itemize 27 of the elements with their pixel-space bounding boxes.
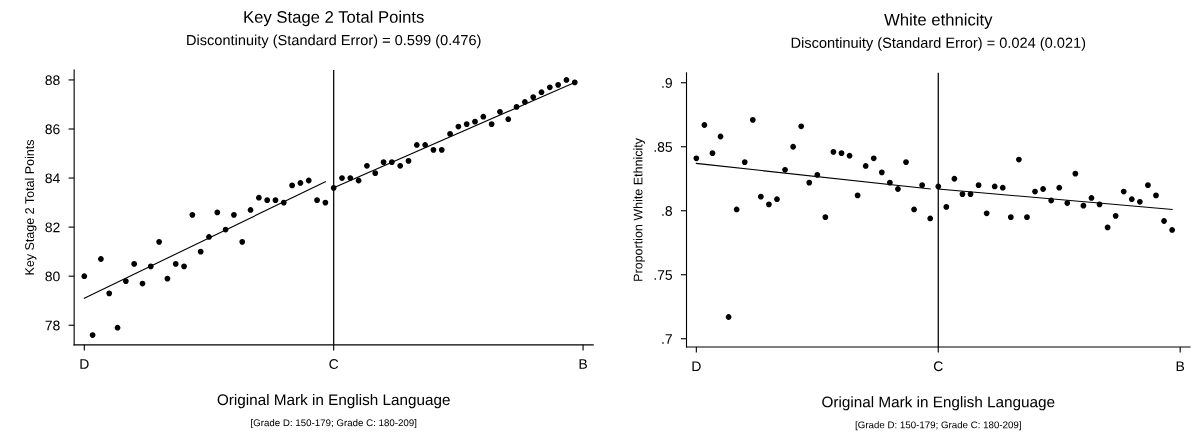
text: [Grade D: 150-179; Grade C: 180-209]	[251, 419, 417, 429]
x-tick-label: C	[329, 359, 339, 369]
y-tick-label: .7	[662, 334, 672, 344]
y-tick-label: 82	[45, 222, 60, 233]
y-axis-title: Proportion White Ethnicity	[633, 138, 645, 281]
chart-subtitle: Discontinuity (Standard Error) = 0.599 (0.476)	[187, 34, 481, 49]
y-tick-label: .85	[654, 142, 673, 152]
y-tick-label: .9	[662, 78, 672, 88]
text: [Grade D: 150-179; Grade C: 180-209]	[855, 421, 1021, 431]
y-axis-title: Key Stage 2 Total Points	[24, 139, 37, 275]
y-tick-label: 84	[45, 173, 60, 184]
y-tick-label: .8	[662, 206, 673, 216]
chart-title: Key Stage 2 Total Points	[244, 10, 424, 27]
x-tick-label: B	[579, 359, 587, 369]
x-tick-label: D	[80, 359, 89, 369]
y-tick-label: 88	[45, 75, 60, 86]
x-tick-label: C	[933, 361, 943, 372]
y-tick-label: .75	[654, 270, 673, 280]
y-tick-label: 78	[45, 320, 60, 331]
chart-title: White ethnicity	[884, 13, 993, 29]
y-tick-label: 80	[45, 271, 60, 282]
x-axis-title: Original Mark in English Language	[822, 396, 1055, 411]
y-tick-label: 86	[45, 124, 60, 135]
x-tick-label: B	[1176, 361, 1185, 372]
x-axis-title: Original Mark in English Language	[217, 393, 450, 409]
x-tick-label: D	[692, 361, 701, 372]
chart-subtitle: Discontinuity (Standard Error) = 0.024 (0.021)	[791, 37, 1086, 51]
